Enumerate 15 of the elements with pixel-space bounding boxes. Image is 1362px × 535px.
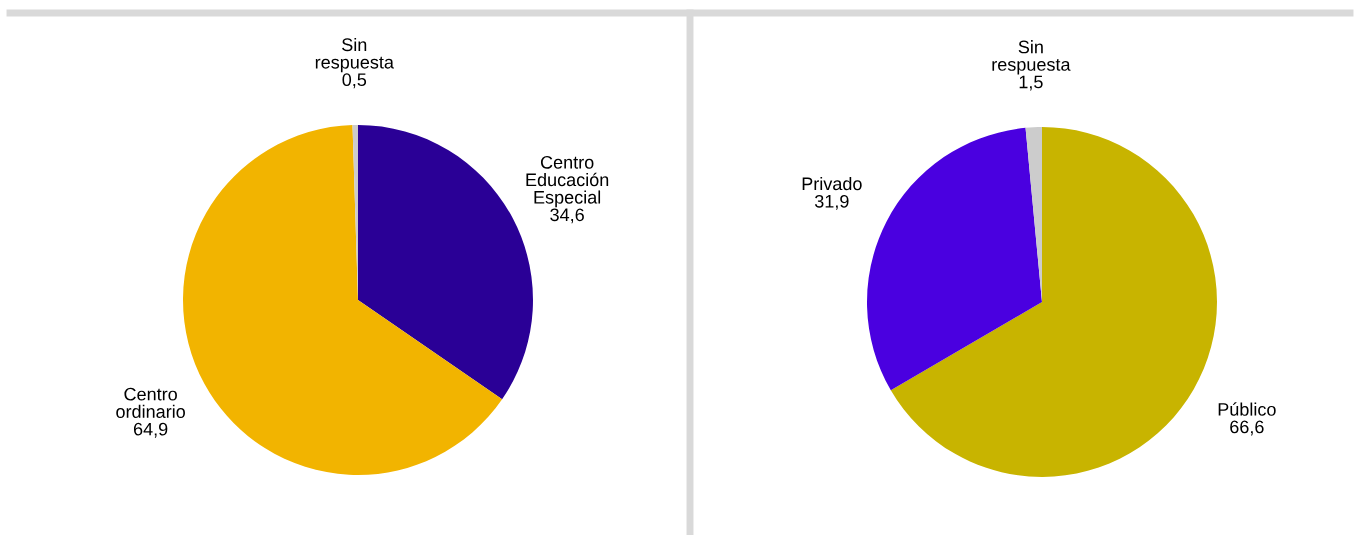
slice-label: Sin respuesta	[992, 40, 1071, 75]
data-label: 0,5	[342, 73, 367, 89]
data-label: 34,6	[550, 208, 584, 224]
slice-label: Centro ordinario	[116, 387, 185, 419]
slice-label: Público	[1218, 402, 1276, 416]
data-label: 1,5	[1019, 75, 1043, 91]
pie-slice	[867, 127, 1042, 391]
data-label: 64,9	[133, 422, 168, 438]
slice-label: Privado	[802, 176, 862, 191]
slice-label: Centro Educación Especial	[526, 155, 609, 208]
pie-slice	[183, 125, 503, 475]
pie-slice	[890, 127, 1217, 477]
data-label: 66,6	[1230, 420, 1264, 436]
slice-label: Sin respuesta	[315, 37, 394, 73]
data-label: 31,9	[814, 194, 849, 210]
